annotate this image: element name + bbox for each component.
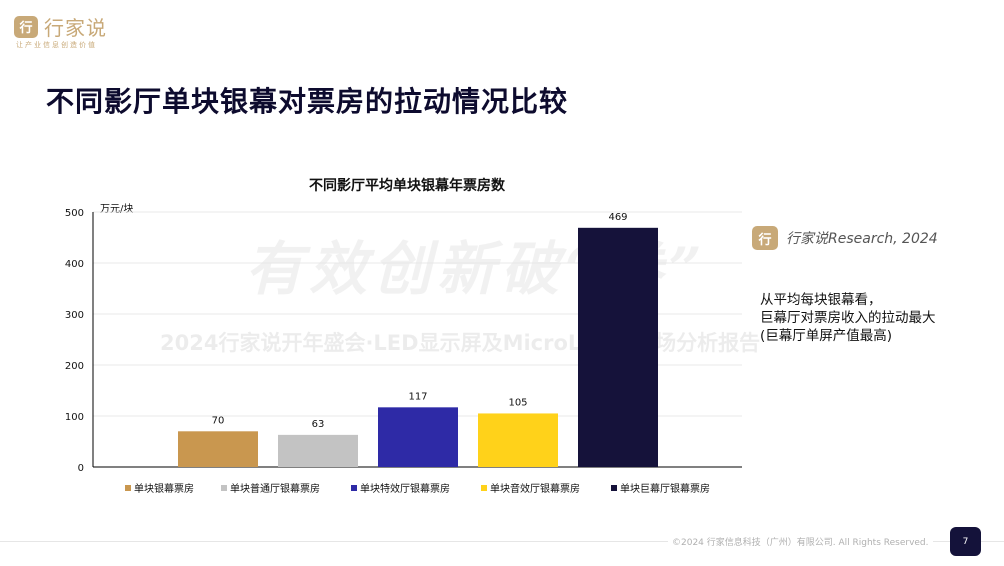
y-tick-label: 100	[65, 412, 84, 423]
bar-value-label: 469	[608, 212, 627, 223]
chart-title: 不同影厅平均单块银幕年票房数	[309, 177, 506, 194]
bar-value-label: 117	[408, 391, 427, 402]
legend-swatch	[611, 485, 617, 491]
bar	[578, 227, 658, 467]
insight-note-line: 巨幕厅对票房收入的拉动最大	[760, 310, 936, 326]
bar	[178, 431, 258, 467]
legend-swatch	[221, 485, 227, 491]
legend-label: 单块音效厅银幕票房	[490, 482, 580, 495]
y-axis-unit: 万元/块	[100, 203, 133, 215]
y-tick-label: 500	[65, 208, 84, 219]
bar	[378, 407, 458, 467]
legend-swatch	[351, 485, 357, 491]
brand-credit: 行 行家说Research, 2024	[752, 226, 938, 250]
bar-value-label: 70	[212, 415, 225, 426]
legend-label: 单块普通厅银幕票房	[230, 482, 320, 495]
bar-value-label: 105	[508, 397, 527, 408]
insight-note-line: (巨幕厅单屏产值最高)	[760, 328, 893, 344]
legend-label: 单块特效厅银幕票房	[360, 482, 450, 495]
logo-icon: 行	[14, 15, 38, 38]
y-tick-label: 400	[65, 259, 84, 270]
legend-swatch	[125, 485, 131, 491]
insight-note-line: 从平均每块银幕看，	[760, 292, 882, 308]
bar-value-label: 63	[312, 419, 325, 430]
page-title: 不同影厅单块银幕对票房的拉动情况比较	[46, 85, 569, 118]
bar	[278, 434, 358, 467]
y-tick-label: 300	[65, 310, 84, 321]
copyright-text: ©2024 行家信息科技（广州）有限公司. All Rights Reserve…	[668, 535, 933, 548]
logo: 行 行家说	[14, 12, 107, 41]
legend-swatch	[481, 485, 487, 491]
y-tick-label: 0	[78, 463, 84, 474]
logo-tagline: 让产业信息创造价值	[16, 41, 97, 49]
legend-label: 单块巨幕厅银幕票房	[620, 482, 710, 495]
legend-label: 单块银幕票房	[134, 482, 194, 495]
footer-divider	[0, 541, 1004, 542]
page-number: 7	[950, 527, 981, 556]
brand-logo-icon: 行	[752, 226, 778, 250]
insight-note: 从平均每块银幕看， 巨幕厅对票房收入的拉动最大 (巨幕厅单屏产值最高)	[760, 291, 936, 345]
bar	[478, 413, 558, 467]
watermark-line: 2024行家说开年盛会·LED显示屏及MicroLED量市场分析报告	[160, 331, 761, 355]
logo-name: 行家说	[44, 16, 107, 40]
brand-credit-text: 行家说Research, 2024	[786, 231, 938, 247]
y-tick-label: 200	[65, 361, 84, 372]
